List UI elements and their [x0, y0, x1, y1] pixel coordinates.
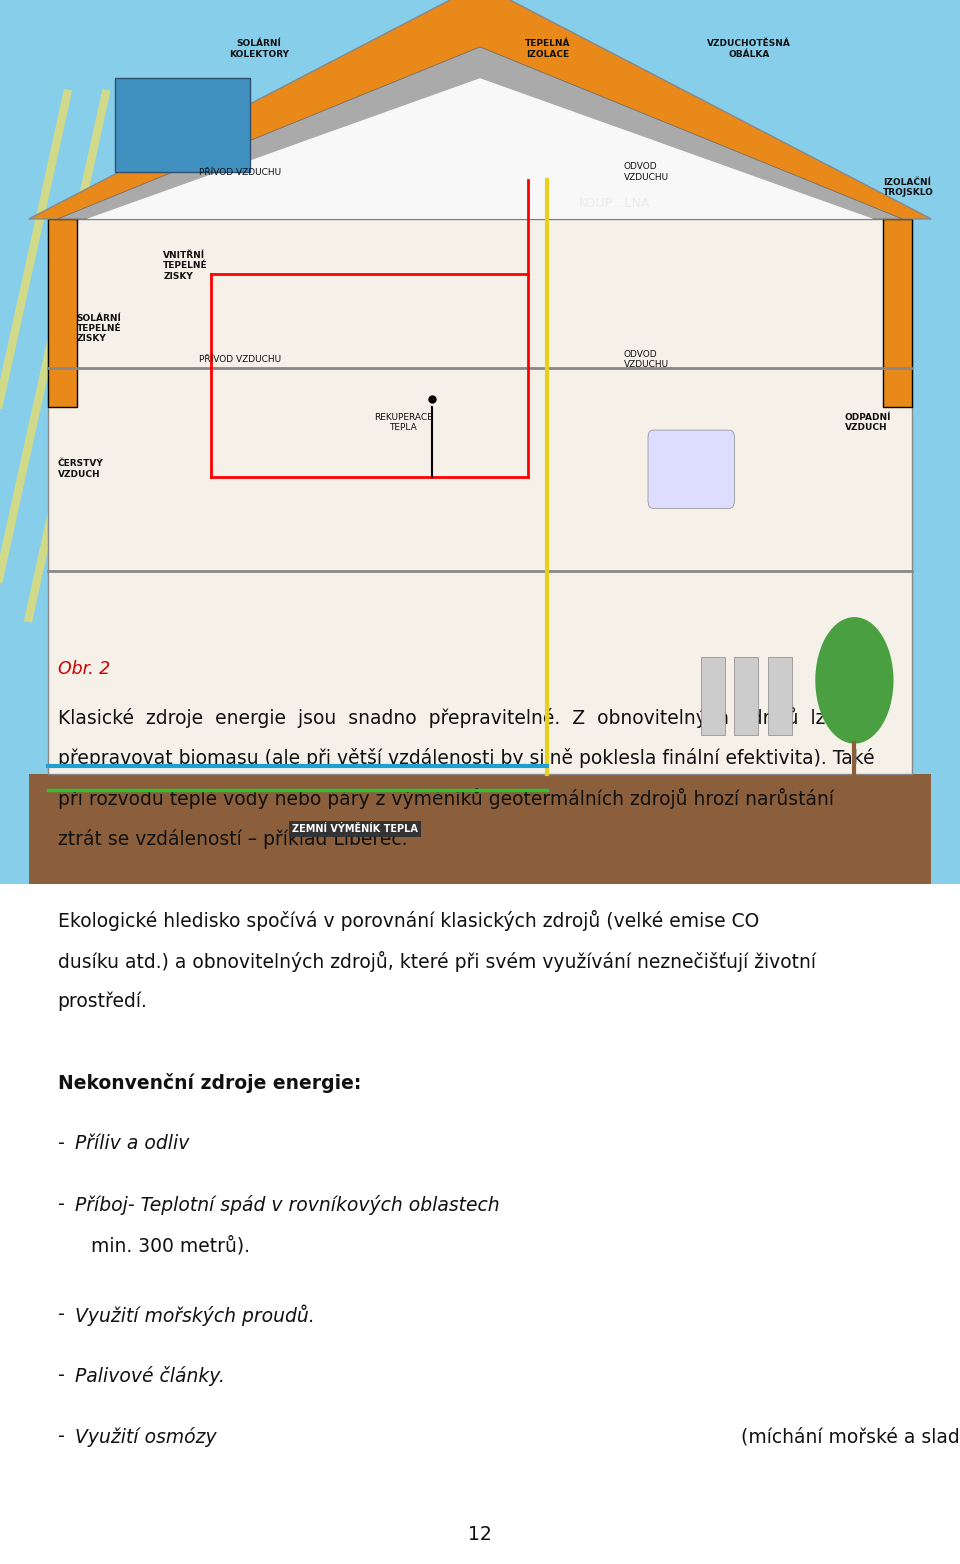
- Text: -: -: [58, 1195, 70, 1214]
- FancyBboxPatch shape: [883, 219, 912, 407]
- Text: (míchání mořské a sladkovodní vody přes vhodnou mikromembránu): (míchání mořské a sladkovodní vody přes …: [735, 1426, 960, 1447]
- FancyBboxPatch shape: [0, 0, 960, 884]
- Text: prostředí.: prostředí.: [58, 992, 148, 1010]
- Text: při rozvodu teplé vody nebo páry z výměníků geotermálních zdrojů hrozí narůstání: při rozvodu teplé vody nebo páry z výměn…: [58, 788, 833, 809]
- Text: min. 300 metrů).: min. 300 metrů).: [91, 1236, 251, 1254]
- Text: -: -: [58, 1426, 70, 1445]
- Text: Příliv a odliv: Příliv a odliv: [75, 1134, 189, 1153]
- Text: -: -: [58, 1365, 70, 1384]
- Text: ZEMNÍ VÝMĚNÍK TEPLA: ZEMNÍ VÝMĚNÍK TEPLA: [292, 824, 419, 834]
- FancyBboxPatch shape: [48, 219, 912, 774]
- Polygon shape: [86, 78, 874, 219]
- Text: Využití osmózy: Využití osmózy: [75, 1426, 217, 1447]
- Text: ztrát se vzdáleností – příklad Liberec.: ztrát se vzdáleností – příklad Liberec.: [58, 829, 407, 849]
- Text: ODVOD
VZDUCHU: ODVOD VZDUCHU: [624, 350, 669, 369]
- Circle shape: [816, 618, 893, 743]
- Text: SOLÁRNÍ
TEPELNÉ
ZISKY: SOLÁRNÍ TEPELNÉ ZISKY: [77, 313, 122, 344]
- Text: Využití mořských proudů.: Využití mořských proudů.: [75, 1304, 315, 1326]
- Text: -: -: [58, 1304, 70, 1323]
- FancyBboxPatch shape: [29, 774, 931, 884]
- FancyBboxPatch shape: [768, 657, 792, 735]
- Text: Nekonvenční zdroje energie:: Nekonvenční zdroje energie:: [58, 1073, 361, 1093]
- Text: ČERSTVÝ
VZDUCH: ČERSTVÝ VZDUCH: [58, 460, 104, 479]
- Text: 12: 12: [468, 1525, 492, 1544]
- FancyBboxPatch shape: [48, 219, 77, 407]
- FancyBboxPatch shape: [115, 78, 250, 172]
- FancyBboxPatch shape: [701, 657, 725, 735]
- Text: dusíku atd.) a obnovitelných zdrojů, které při svém využívání neznečišťují život: dusíku atd.) a obnovitelných zdrojů, kte…: [58, 951, 816, 971]
- Text: PŘÍVOD VZDUCHU: PŘÍVOD VZDUCHU: [199, 167, 281, 177]
- Polygon shape: [29, 0, 931, 219]
- Text: Klasické  zdroje  energie  jsou  snadno  přepravitelné.  Z  obnovitelných  zdroj: Klasické zdroje energie jsou snadno přep…: [58, 707, 836, 727]
- Text: Příboj- Teplotní spád v rovníkových oblastech: Příboj- Teplotní spád v rovníkových obla…: [75, 1195, 499, 1215]
- Text: Obr. 2: Obr. 2: [58, 660, 109, 679]
- Text: SOLÁRNÍ
KOLEKTORY: SOLÁRNÍ KOLEKTORY: [229, 39, 289, 58]
- Text: Ekologické hledisko spočívá v porovnání klasických zdrojů (velké emise CO: Ekologické hledisko spočívá v porovnání …: [58, 910, 758, 931]
- Text: PŘÍVOD VZDUCHU: PŘÍVOD VZDUCHU: [199, 355, 281, 364]
- Text: VZDUCHOTĚSNÁ
OBÁLKA: VZDUCHOTĚSNÁ OBÁLKA: [707, 39, 791, 58]
- FancyBboxPatch shape: [648, 430, 734, 508]
- Text: IZOLAČNÍ
TROJSKLO: IZOLAČNÍ TROJSKLO: [883, 178, 934, 197]
- Text: -: -: [58, 1134, 70, 1153]
- Text: ODVOD
VZDUCHU: ODVOD VZDUCHU: [624, 163, 669, 181]
- Polygon shape: [58, 47, 902, 219]
- Text: REKUPERACE
TEPLA: REKUPERACE TEPLA: [373, 413, 433, 432]
- FancyBboxPatch shape: [734, 657, 758, 735]
- Text: přepravovat biomasu (ale při větší vzdálenosti by silně poklesla finální efektiv: přepravovat biomasu (ale při větší vzdál…: [58, 748, 875, 768]
- Text: Palivové články.: Palivové články.: [75, 1365, 225, 1386]
- Text: KOUP…LNA: KOUP…LNA: [579, 197, 650, 210]
- Text: VNITŘNÍ
TEPELNÉ
ZISKY: VNITŘNÍ TEPELNÉ ZISKY: [163, 250, 207, 282]
- Text: TEPELNÁ
IZOLACE: TEPELNÁ IZOLACE: [524, 39, 570, 58]
- Text: ODPADNÍ
VZDUCH: ODPADNÍ VZDUCH: [845, 413, 891, 432]
